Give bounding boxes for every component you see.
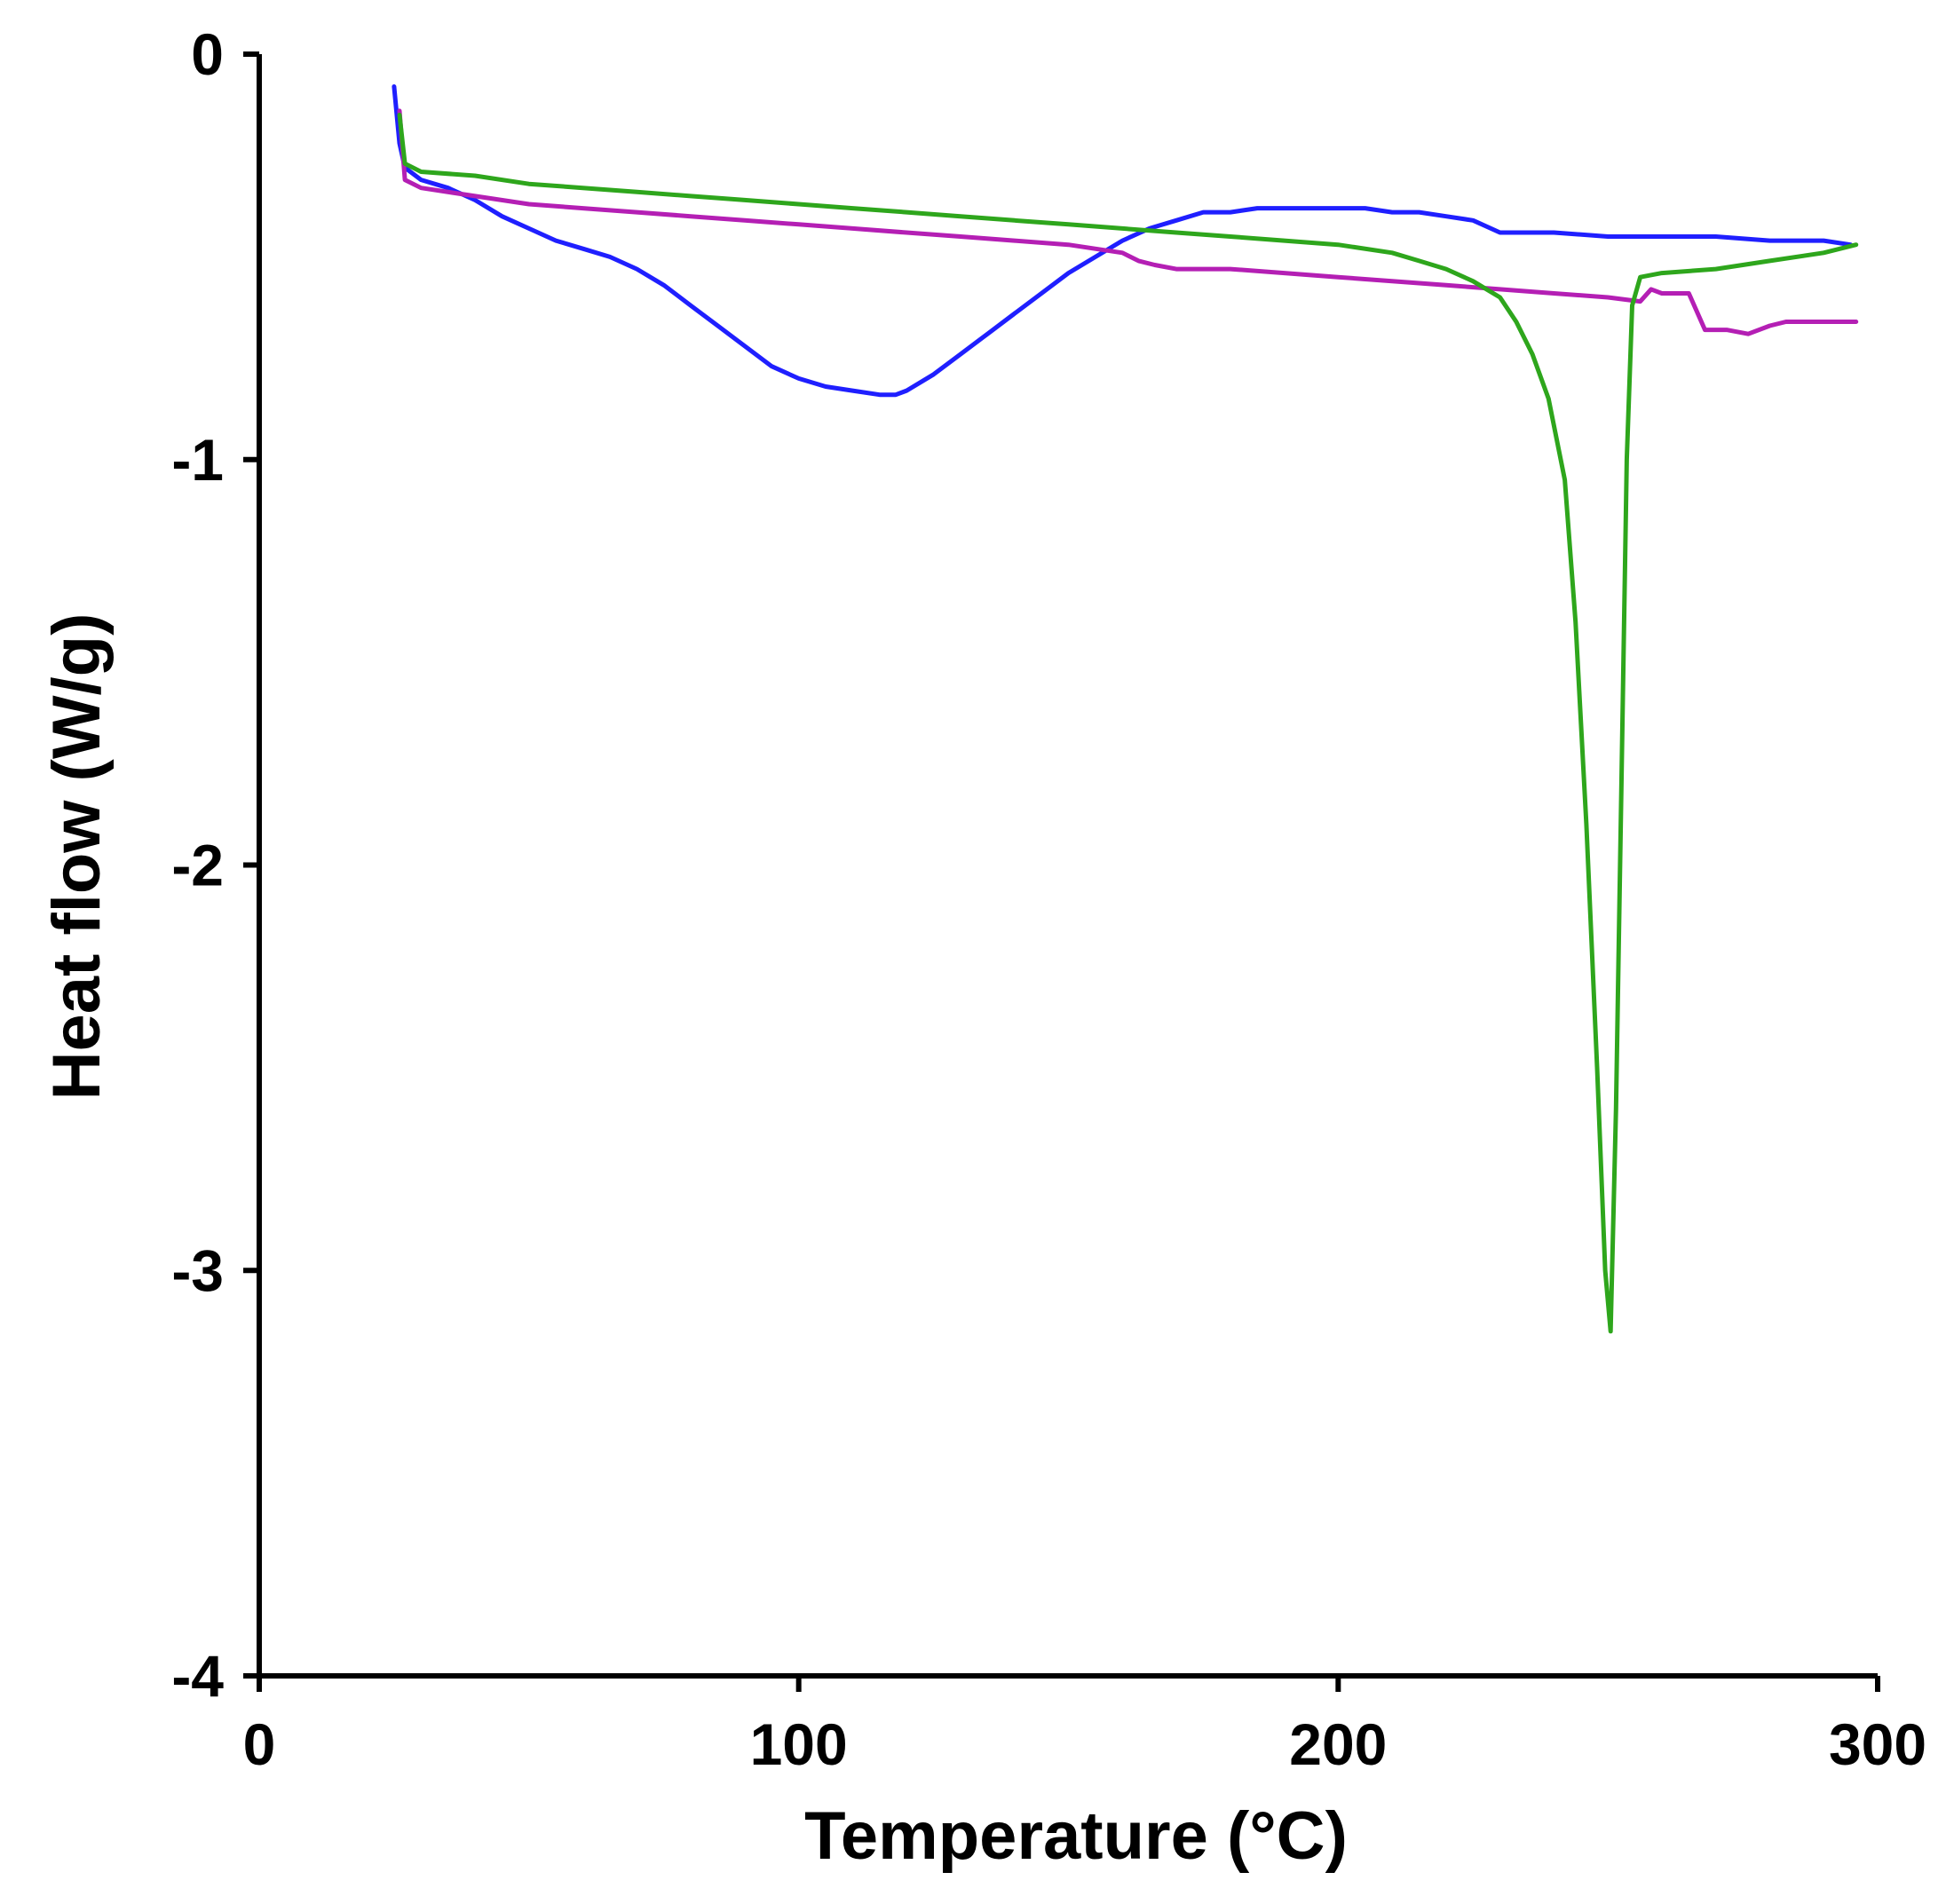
x-tick-label: 300 [1829,1711,1926,1777]
y-tick-label: -4 [171,1643,224,1709]
y-tick-label: -1 [171,427,224,493]
x-axis-title: Temperature (°C) [804,1798,1348,1874]
series-line-magenta [397,108,1859,336]
x-tick-label: 100 [750,1711,848,1777]
y-tick-label: -2 [171,833,224,898]
y-tick-label: -3 [171,1237,224,1303]
series-layer [392,84,1859,1334]
series-line-blue [392,84,1854,398]
y-axis-title: Heat flow (W/g) [39,613,115,1101]
series-line-green [397,113,1859,1334]
x-tick-label: 200 [1289,1711,1387,1777]
ticks: 0 100 200 300 0 -1 -2 -3 -4 [171,21,1926,1777]
y-tick-label: 0 [191,21,224,87]
x-tick-label: 0 [243,1711,276,1777]
